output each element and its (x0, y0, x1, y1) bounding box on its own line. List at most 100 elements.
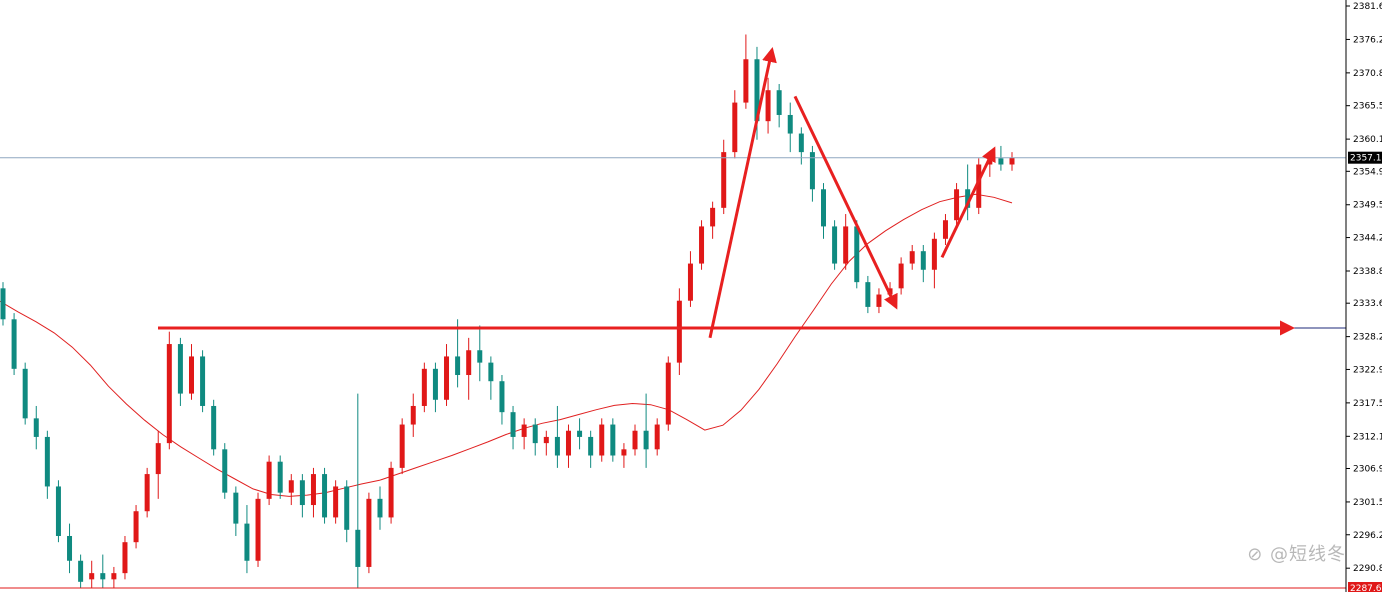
candle-body (233, 492, 239, 524)
candle-body (432, 368, 438, 400)
price-tick-label: 2296.2 (1353, 531, 1382, 541)
price-tick-label: 2317.5 (1353, 399, 1382, 409)
candle-body (776, 90, 782, 115)
candle-body (133, 511, 139, 543)
candle-body (699, 226, 705, 264)
up-arrow-rebound (940, 146, 996, 259)
candle-body (754, 59, 760, 122)
candle-body (388, 467, 394, 518)
candle-body (588, 436, 594, 456)
up-arrow-rally (708, 47, 777, 339)
price-tick-label: 2322.9 (1353, 365, 1382, 375)
candle-body (200, 356, 206, 406)
candle-body (787, 114, 793, 134)
candle-body (954, 189, 960, 221)
candle-body (55, 486, 61, 536)
candle-body (410, 405, 416, 425)
candle-body (1009, 157, 1015, 165)
candle-body (931, 238, 937, 270)
candle-body (676, 300, 682, 363)
candle-body (521, 424, 527, 437)
candle-body (909, 251, 915, 264)
candle-body (89, 573, 95, 580)
down-arrow-pullback (793, 95, 898, 310)
bottom-price-badge (1348, 582, 1382, 594)
annotation-arrows-layer (158, 47, 1295, 339)
candle-body (832, 226, 838, 264)
candle-body (621, 449, 627, 456)
candle-body (277, 461, 283, 493)
candle-body (643, 430, 649, 450)
price-tick-label: 2376.2 (1353, 35, 1382, 45)
price-tick-label: 2333.6 (1353, 299, 1382, 309)
candle-body (721, 152, 727, 208)
candle-body (488, 362, 494, 382)
candle-body (743, 59, 749, 103)
candle-body (255, 498, 261, 561)
candle-body (798, 133, 804, 153)
candle-body (366, 498, 372, 567)
moving-average-line (0, 193, 1013, 497)
price-tick-label: 2360.1 (1353, 135, 1382, 145)
candle-body (299, 480, 305, 506)
candle-body (377, 498, 383, 518)
candle-body (266, 461, 272, 499)
candle-body (765, 90, 771, 122)
candle-body (565, 430, 571, 456)
current-price-label: 2357.1 (1350, 154, 1382, 164)
price-tick-label: 2301.5 (1353, 498, 1382, 508)
candle-body (244, 523, 250, 561)
candle-body (687, 263, 693, 301)
candle-body (22, 368, 28, 419)
price-tick-label: 2365.5 (1353, 102, 1382, 112)
price-tick-label: 2338.8 (1353, 267, 1382, 277)
candle-body (477, 350, 483, 363)
price-tick-label: 2328.2 (1353, 333, 1382, 343)
candle-body (222, 449, 228, 493)
moving-average-layer (0, 193, 1013, 497)
candle-body (188, 356, 194, 394)
candle-body (155, 443, 161, 475)
candle-body (499, 381, 505, 413)
candle-body (732, 102, 738, 153)
candle-body (920, 251, 926, 270)
candle-body (466, 350, 472, 376)
candle-body (710, 207, 716, 227)
price-tick-label: 2370.8 (1353, 69, 1382, 79)
candle-body (821, 189, 827, 227)
candle-body (854, 226, 860, 283)
candle-body (333, 486, 339, 518)
candle-body (455, 356, 461, 376)
price-tick-label: 2344.2 (1353, 234, 1382, 244)
candle-body (144, 474, 150, 512)
candle-body (166, 344, 172, 444)
candle-body (310, 474, 316, 506)
candle-body (865, 282, 871, 307)
candle-body (942, 220, 948, 239)
candle-body (898, 263, 904, 289)
candle-body (532, 424, 538, 444)
candle-body (111, 573, 117, 580)
candle-body (421, 368, 427, 406)
candle-body (122, 542, 128, 574)
candle-body (510, 412, 516, 437)
candle-body (211, 405, 217, 450)
price-axis: 2381.6 2376.2 2370.8 2365.5 2360.1 2354.9 2349… (1345, 0, 1382, 594)
candle-body (177, 344, 183, 394)
price-tick-label: 2381.6 (1353, 2, 1382, 12)
candle-body (33, 418, 39, 437)
candle-body (100, 573, 106, 580)
current-price-badge (1348, 151, 1382, 164)
candle-body (843, 226, 849, 264)
candle-body (876, 294, 882, 307)
candle-body (444, 356, 450, 400)
candle-body (344, 486, 350, 530)
candle-body (965, 189, 971, 208)
price-tick-label: 2349.5 (1353, 201, 1382, 211)
candle-body (78, 560, 84, 582)
candle-body (322, 474, 328, 518)
candle-body (543, 436, 549, 444)
candle-body (11, 319, 17, 369)
candle-body (67, 535, 73, 561)
